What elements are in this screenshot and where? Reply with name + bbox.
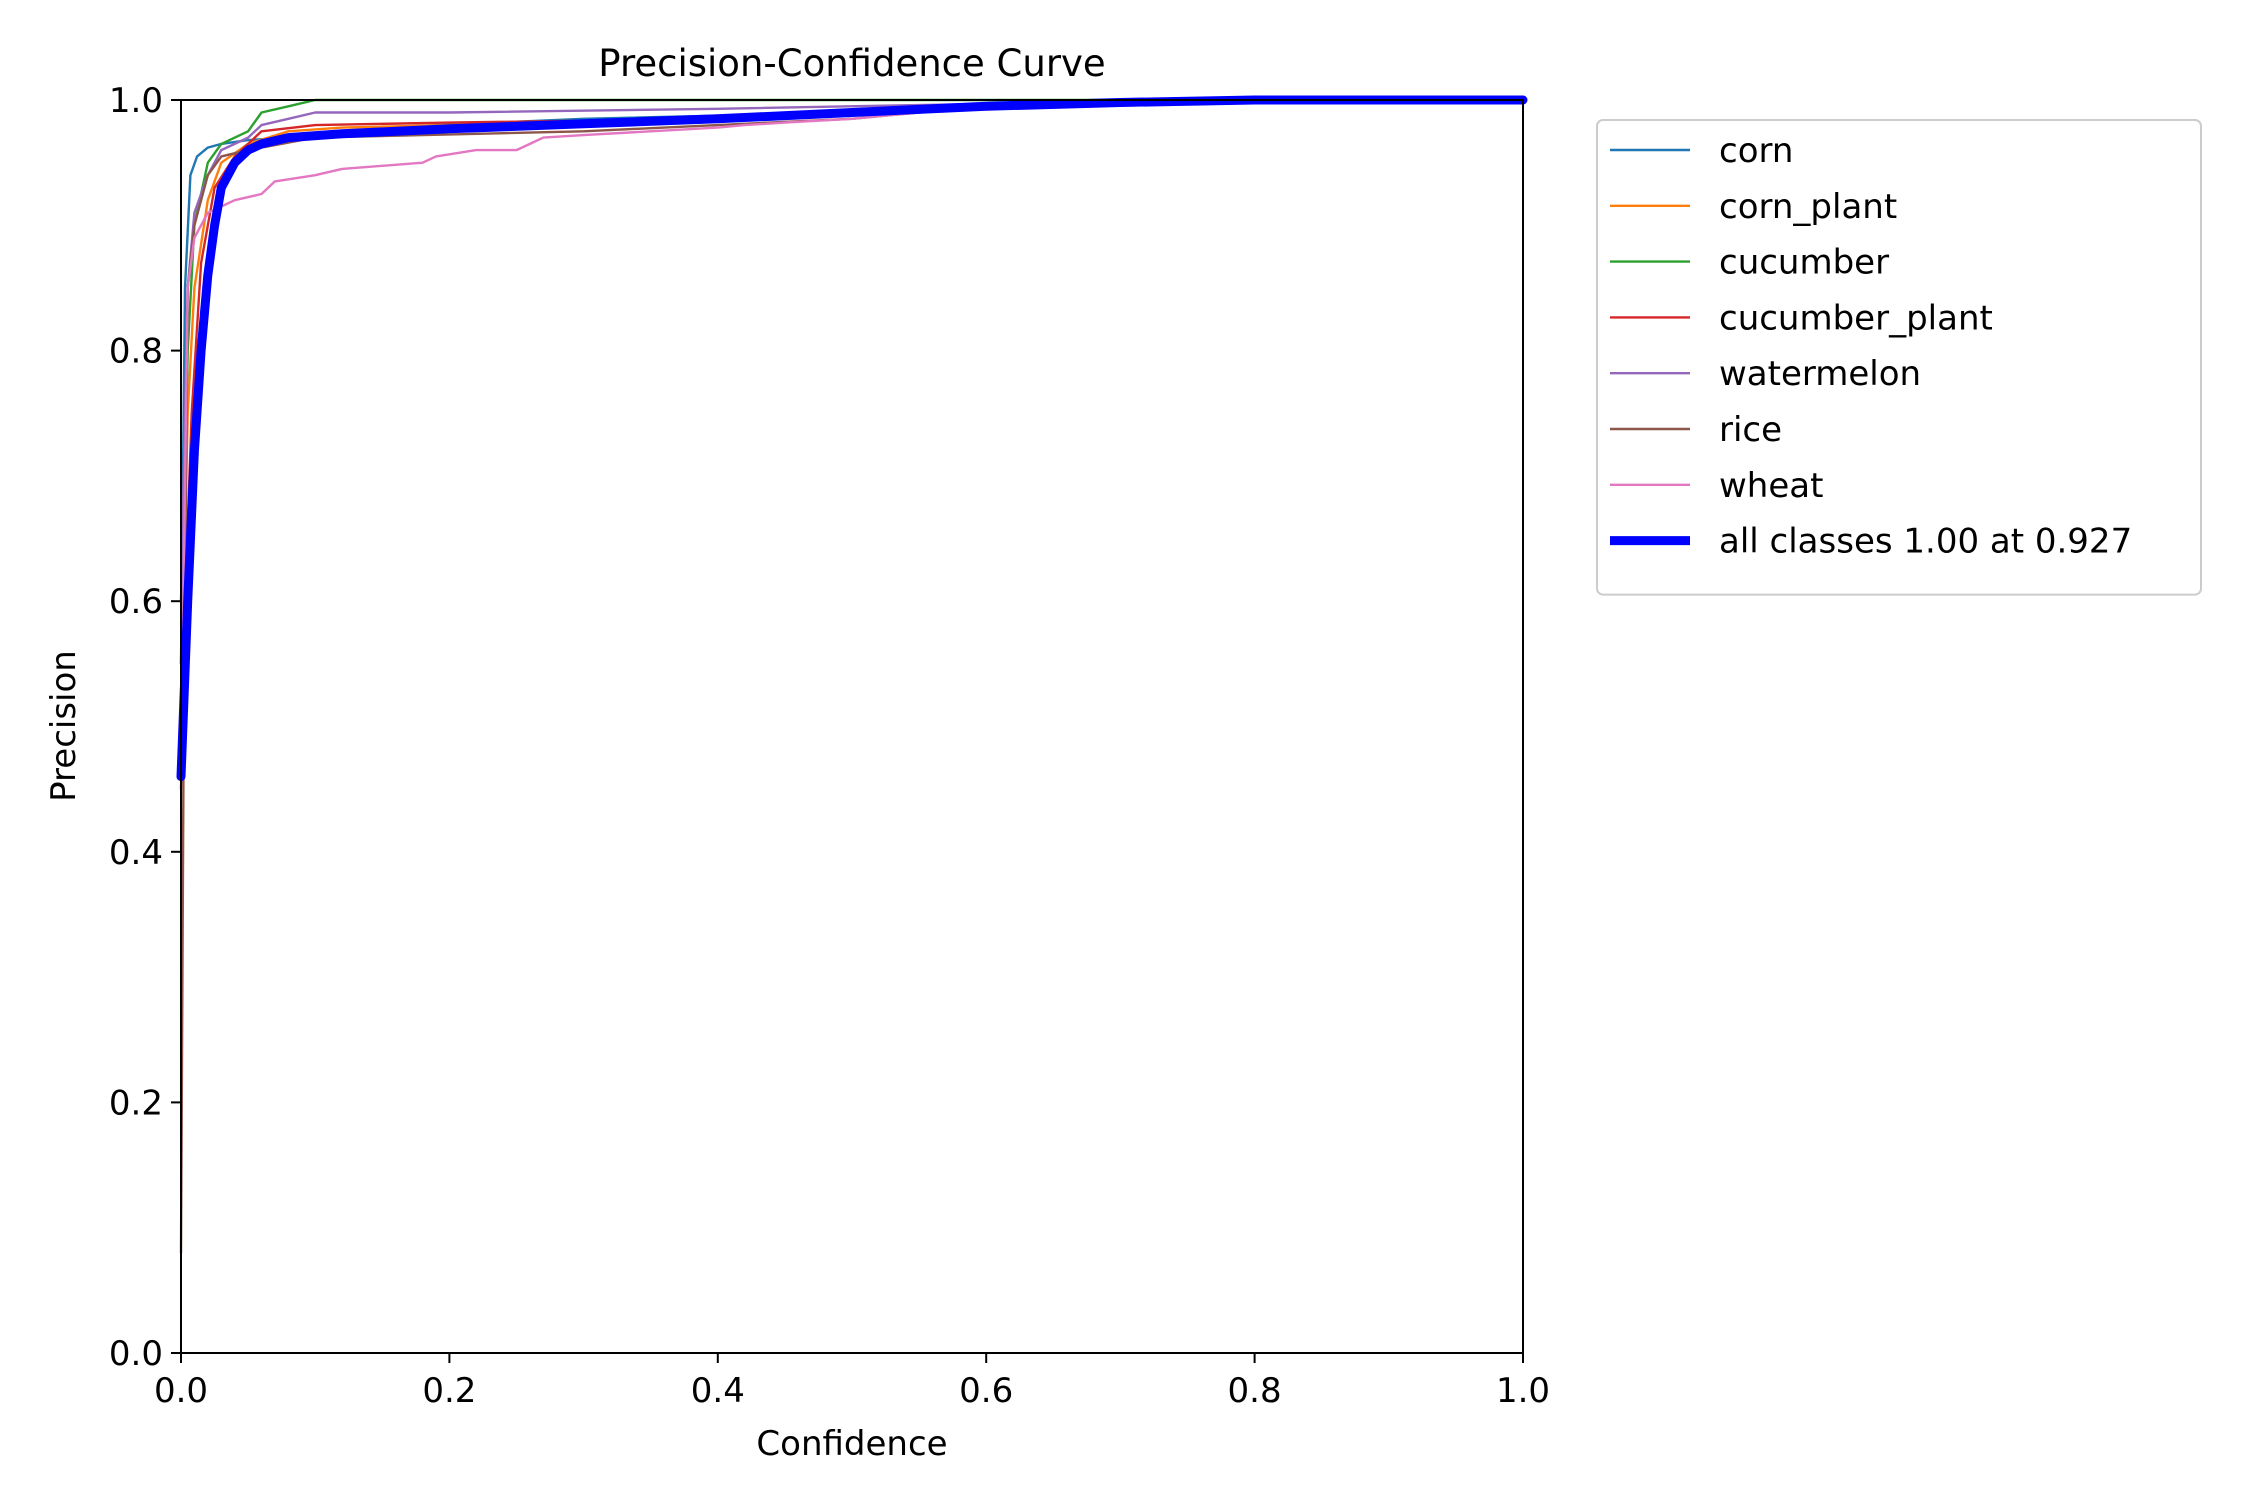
legend-label-3: cucumber_plant <box>1719 298 1993 338</box>
legend-box <box>1596 119 2202 596</box>
y-tick-label: 0.6 <box>109 582 163 622</box>
x-tick-label: 0.0 <box>154 1371 208 1411</box>
y-axis-label: Precision <box>44 650 84 802</box>
y-tick-label: 0.0 <box>109 1334 163 1374</box>
y-tick-label: 0.4 <box>109 833 163 873</box>
x-tick-label: 1.0 <box>1496 1371 1550 1411</box>
legend-label-6: wheat <box>1719 466 1823 506</box>
x-axis-label: Confidence <box>756 1424 947 1464</box>
legend-label-0: corn <box>1719 131 1793 171</box>
series-line-4 <box>179 98 1525 603</box>
legend-label-4: watermelon <box>1719 354 1921 394</box>
series-line-7 <box>176 95 1528 782</box>
legend-label-1: corn_plant <box>1719 187 1897 227</box>
legend: corn corn_plant cucumber cucumber_plantwate… <box>1596 119 2202 596</box>
x-tick-label: 0.2 <box>422 1371 476 1411</box>
y-tick-label: 1.0 <box>109 81 163 121</box>
y-tick-label: 0.2 <box>109 1083 163 1123</box>
series-line-6 <box>179 98 1525 778</box>
plot-frame <box>180 99 1524 1354</box>
chart-title: Precision-Confidence Curve <box>598 42 1105 85</box>
series-lines <box>176 95 1528 1255</box>
y-axis-ticks: 0.0 0.2 0.4 0.6 0.8 1.0 <box>109 81 181 1374</box>
y-tick-label: 0.8 <box>109 332 163 372</box>
x-tick-label: 0.4 <box>691 1371 745 1411</box>
legend-label-7: all classes 1.00 at 0.927 <box>1719 522 2132 562</box>
legend-label-2: cucumber <box>1719 243 1889 283</box>
x-tick-label: 0.8 <box>1228 1371 1282 1411</box>
x-axis-ticks: 0.0 0.2 0.4 0.6 0.8 1.0 <box>154 1353 1550 1411</box>
x-tick-label: 0.6 <box>959 1371 1013 1411</box>
legend-label-5: rice <box>1719 410 1782 450</box>
